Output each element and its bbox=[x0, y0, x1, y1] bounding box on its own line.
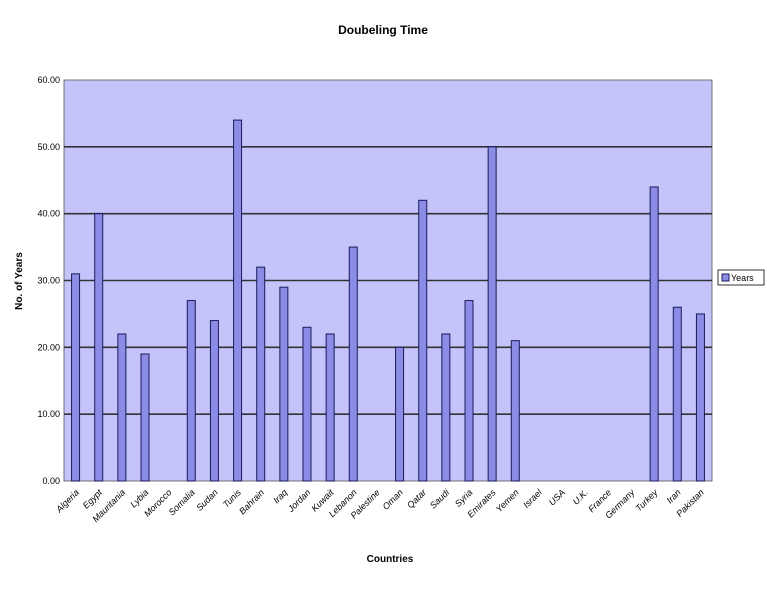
bar bbox=[695, 313, 705, 482]
bar bbox=[209, 320, 219, 482]
x-tick-label: Somalia bbox=[167, 487, 197, 517]
x-tick-label: U.K. bbox=[571, 487, 590, 506]
y-axis-title: No. of Years bbox=[14, 252, 25, 310]
bar bbox=[510, 340, 520, 482]
legend: Years bbox=[717, 269, 765, 286]
bar bbox=[186, 300, 196, 482]
bar bbox=[279, 286, 289, 482]
chart-title: Doubeling Time bbox=[338, 23, 428, 37]
bar bbox=[302, 326, 312, 482]
bar bbox=[256, 266, 266, 482]
x-tick-label: Yemen bbox=[494, 487, 521, 514]
y-tick-labels: 0.00 10.00 20.00 30.00 40.00 50.00 60.00 bbox=[37, 75, 60, 486]
x-tick-label: Qatar bbox=[405, 487, 429, 511]
x-tick-label: Saudi bbox=[428, 487, 452, 511]
bar bbox=[395, 346, 405, 482]
bar bbox=[233, 119, 243, 482]
x-tick-label: Israel bbox=[521, 487, 544, 510]
x-tick-label: Turkey bbox=[634, 487, 660, 513]
y-tick-label: 20.00 bbox=[37, 342, 60, 352]
bar bbox=[140, 353, 150, 482]
y-tick-label: 30.00 bbox=[37, 276, 60, 286]
y-tick-label: 50.00 bbox=[37, 142, 60, 152]
bar bbox=[672, 306, 682, 482]
bar bbox=[418, 199, 428, 482]
x-axis-title: Countries bbox=[367, 554, 414, 565]
legend-label: Years bbox=[731, 273, 754, 283]
gridlines bbox=[64, 146, 712, 415]
x-tick-label: USA bbox=[547, 487, 567, 507]
bar bbox=[441, 333, 451, 482]
x-tick-label: Jordan bbox=[285, 487, 312, 514]
legend-swatch bbox=[721, 273, 730, 282]
bars bbox=[71, 119, 705, 482]
x-tick-label: Bahrain bbox=[237, 487, 266, 516]
y-tick-label: 40.00 bbox=[37, 209, 60, 219]
bar bbox=[487, 146, 497, 482]
bar bbox=[464, 300, 474, 482]
x-tick-label: Algeria bbox=[53, 487, 81, 515]
bar bbox=[325, 333, 335, 482]
bar bbox=[348, 246, 358, 482]
x-tick-label: Iran bbox=[665, 487, 683, 505]
bar bbox=[94, 213, 104, 482]
y-tick-label: 60.00 bbox=[37, 75, 60, 85]
x-tick-label: Oman bbox=[381, 487, 405, 511]
bar bbox=[117, 333, 127, 482]
x-tick-label: Sudan bbox=[194, 487, 219, 512]
y-tick-label: 0.00 bbox=[42, 476, 60, 486]
x-tick-label: Iraq bbox=[271, 487, 289, 505]
bar bbox=[71, 273, 81, 482]
y-tick-label: 10.00 bbox=[37, 409, 60, 419]
bar bbox=[649, 186, 659, 482]
